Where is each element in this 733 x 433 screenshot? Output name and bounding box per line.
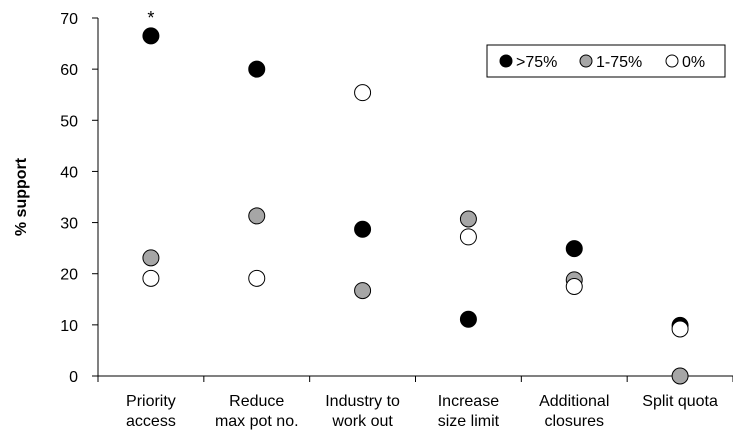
legend-marker [499,54,513,68]
y-tick-label: 10 [60,318,78,335]
legend-label: >75% [516,54,557,71]
y-tick-label: 50 [60,113,78,130]
y-tick-label: 40 [60,164,78,181]
data-point-over-75-cat2 [354,220,372,238]
legend-box [486,44,726,78]
significance-asterisk: * [147,8,154,28]
data-point-over-75-cat0 [142,27,160,45]
data-point-over-75-cat3 [459,310,477,328]
y-tick-label: 30 [60,216,78,233]
y-tick-label: 60 [60,62,78,79]
data-point-1-75-cat1 [248,207,266,225]
data-point-0-cat0 [142,269,160,287]
x-tick-label: Industry to work out [325,393,400,430]
x-tick-label: Split quota [642,393,718,410]
data-point-1-75-cat0 [142,249,160,267]
y-tick-label: 20 [60,267,78,284]
y-axis-label: % support [13,157,30,236]
x-tick-label: Increase size limit [438,393,500,430]
data-point-1-75-cat5 [671,367,689,385]
legend-marker [579,54,593,68]
data-point-over-75-cat1 [248,60,266,78]
data-points: * [142,8,689,385]
legend-label: 0% [682,54,705,71]
data-point-over-75-cat4 [565,240,583,258]
legend: >75% 1-75% 0% [486,44,726,78]
legend-label: 1-75% [596,54,642,71]
data-point-0-cat3 [459,228,477,246]
legend-marker [665,54,679,68]
x-tick-label: Reduce max pot no. [215,393,299,430]
data-point-0-cat4 [565,278,583,295]
y-tick-label: 0 [69,369,78,386]
data-point-0-cat5 [671,320,689,338]
y-tick-label: 70 [60,11,78,28]
data-point-1-75-cat2 [354,282,372,300]
data-point-0-cat1 [248,269,266,287]
x-tick-label: Priority access [126,393,176,430]
data-point-0-cat2 [354,84,372,102]
data-point-1-75-cat3 [459,210,477,228]
axes: 0 10 20 30 40 50 60 70 Priority access Reduce max p… [13,11,733,430]
x-tick-label: Additional closures [539,393,609,430]
